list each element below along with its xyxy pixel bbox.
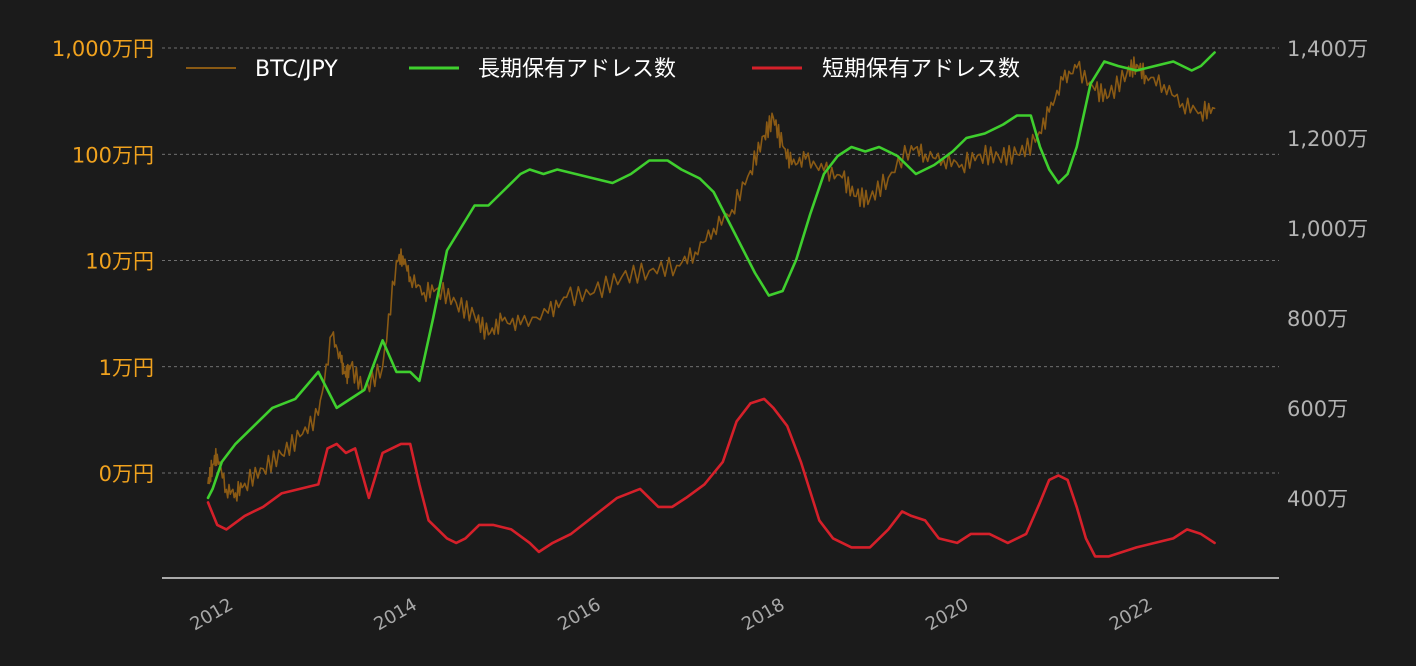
series-lines	[206, 51, 1216, 558]
left-axis-tick-label: 1,000万円	[52, 37, 154, 61]
left-axis-tick-label: 100万円	[72, 143, 154, 167]
right-axis-tick-label: 800万	[1287, 307, 1348, 331]
legend: BTC/JPY 長期保有アドレス数 短期保有アドレス数	[186, 57, 1020, 82]
series-line-short-term	[206, 397, 1216, 558]
legend-label-btc: BTC/JPY	[255, 57, 338, 82]
right-axis-tick-label: 1,000万	[1287, 217, 1368, 241]
legend-label-short-term: 短期保有アドレス数	[822, 57, 1020, 82]
left-axis-tick-label: 10万円	[85, 250, 154, 274]
left-axis-tick-label: 0万円	[99, 462, 154, 486]
right-axis-tick-label: 400万	[1287, 487, 1348, 511]
left-axis-tick-label: 1万円	[99, 356, 154, 380]
series-line-btc	[207, 56, 1216, 502]
right-axis-tick-label: 600万	[1287, 397, 1348, 421]
right-axis-tick-label: 1,400万	[1287, 37, 1368, 61]
legend-label-long-term: 長期保有アドレス数	[478, 57, 676, 82]
right-axis-tick-label: 1,200万	[1287, 127, 1368, 151]
series-line-long-term	[206, 51, 1216, 500]
